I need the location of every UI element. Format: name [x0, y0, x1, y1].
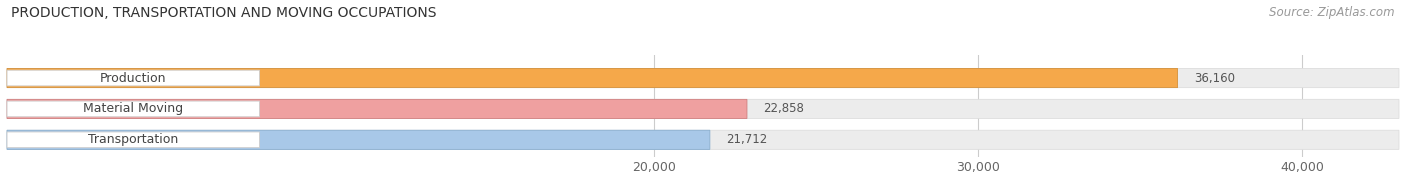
FancyBboxPatch shape [7, 70, 260, 86]
FancyBboxPatch shape [7, 99, 1399, 119]
FancyBboxPatch shape [7, 132, 260, 148]
FancyBboxPatch shape [7, 101, 260, 117]
Text: 36,160: 36,160 [1194, 72, 1234, 84]
FancyBboxPatch shape [7, 130, 1399, 149]
FancyBboxPatch shape [7, 99, 747, 119]
Text: Material Moving: Material Moving [83, 103, 183, 115]
FancyBboxPatch shape [7, 68, 1178, 88]
FancyBboxPatch shape [7, 130, 710, 149]
Text: 22,858: 22,858 [763, 103, 804, 115]
Text: 21,712: 21,712 [725, 133, 768, 146]
FancyBboxPatch shape [7, 68, 1399, 88]
Text: PRODUCTION, TRANSPORTATION AND MOVING OCCUPATIONS: PRODUCTION, TRANSPORTATION AND MOVING OC… [11, 6, 437, 20]
Text: Transportation: Transportation [89, 133, 179, 146]
Text: Production: Production [100, 72, 166, 84]
Text: Source: ZipAtlas.com: Source: ZipAtlas.com [1270, 6, 1395, 19]
